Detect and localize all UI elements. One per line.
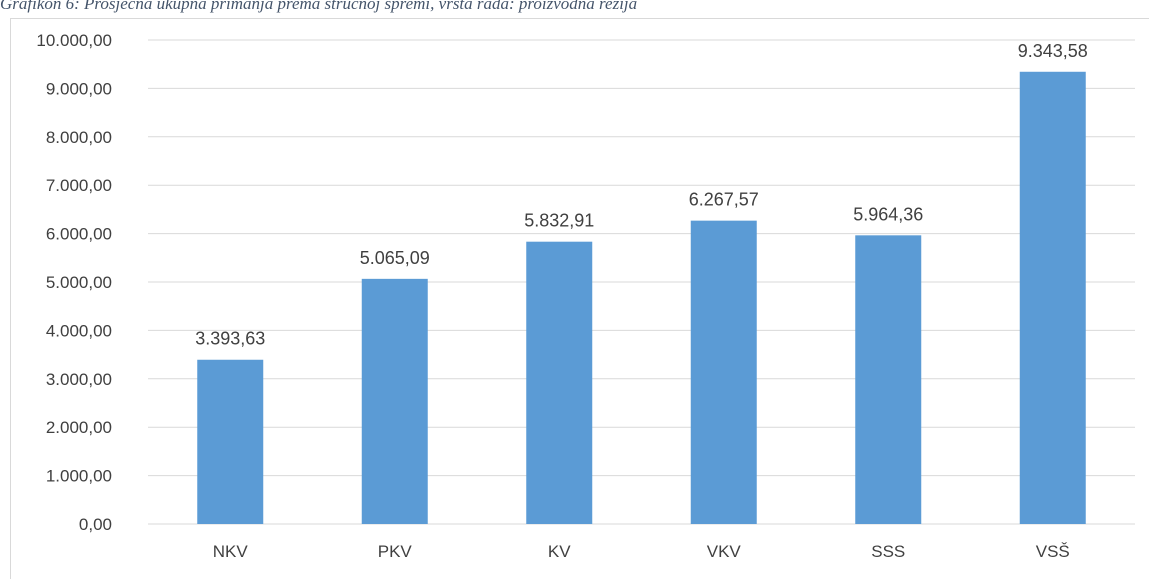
x-tick-label: KV <box>548 542 571 561</box>
bar <box>197 359 264 524</box>
bar <box>361 278 428 524</box>
y-tick-label: 4.000,00 <box>46 321 112 340</box>
value-label: 5.964,36 <box>853 204 923 224</box>
bar <box>1019 71 1086 525</box>
y-tick-label: 1.000,00 <box>46 467 112 486</box>
chart-frame <box>10 18 1149 579</box>
chart-title: Grafikon 6: Prosječna ukupna primanja pr… <box>0 0 637 13</box>
value-label: 6.267,57 <box>689 190 759 210</box>
y-tick-label: 6.000,00 <box>46 225 112 244</box>
y-tick-label: 5.000,00 <box>46 273 112 292</box>
y-tick-label: 9.000,00 <box>46 79 112 98</box>
bar <box>855 235 922 524</box>
y-tick-label: 10.000,00 <box>36 31 112 50</box>
y-tick-label: 2.000,00 <box>46 418 112 437</box>
x-tick-label: VSŠ <box>1036 542 1070 561</box>
y-tick-label: 8.000,00 <box>46 128 112 147</box>
value-label: 3.393,63 <box>195 329 265 349</box>
x-tick-label: NKV <box>213 542 249 561</box>
y-tick-label: 3.000,00 <box>46 370 112 389</box>
value-label: 9.343,58 <box>1018 41 1088 61</box>
value-label: 5.065,09 <box>360 248 430 268</box>
bar <box>526 241 593 525</box>
y-tick-label: 0,00 <box>79 515 112 534</box>
x-tick-label: SSS <box>871 542 905 561</box>
y-tick-label: 7.000,00 <box>46 176 112 195</box>
x-tick-label: PKV <box>378 542 413 561</box>
bar <box>690 220 757 525</box>
value-label: 5.832,91 <box>524 211 594 231</box>
x-tick-label: VKV <box>707 542 742 561</box>
